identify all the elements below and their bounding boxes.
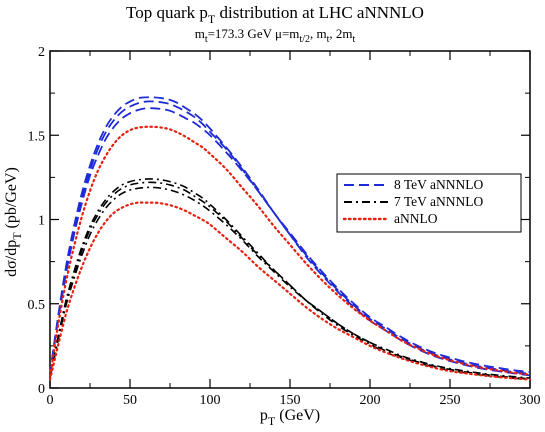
series-layer xyxy=(48,96,532,381)
series-line-dashed-2 xyxy=(49,107,531,375)
series-line-dashdot-5 xyxy=(49,186,531,379)
series-line-dashdot-4 xyxy=(49,181,531,380)
y-tick-label: 0 xyxy=(38,382,45,397)
x-tick-label: 200 xyxy=(360,393,381,408)
legend: 8 TeV aNNNLO 7 TeV aNNNLO aNNLO xyxy=(336,173,522,233)
chart-subtitle: mt=173.3 GeV μ=mt/2, mt, 2mt xyxy=(195,26,356,45)
y-axis-ticks: 0 0.5 1 1.5 2 xyxy=(28,45,530,397)
x-tick-label: 50 xyxy=(123,393,137,408)
legend-label-2: aNNLO xyxy=(394,211,438,226)
legend-label-1: 7 TeV aNNNLO xyxy=(394,194,484,209)
x-tick-label: 300 xyxy=(520,393,541,408)
series-line-dashed-1 xyxy=(49,100,531,375)
x-tick-label: 100 xyxy=(200,393,221,408)
y-tick-label: 0.5 xyxy=(28,298,46,313)
y-axis-label: dσ/dpT (pb/GeV) xyxy=(3,167,24,277)
x-tick-label: 0 xyxy=(47,393,54,408)
y-tick-label: 2 xyxy=(38,45,45,60)
x-axis-label: pT (GeV) xyxy=(260,407,320,428)
y-tick-label: 1.5 xyxy=(28,129,46,144)
x-tick-label: 150 xyxy=(280,393,301,408)
x-axis-ticks: 0 50 100 150 200 250 300 xyxy=(47,51,541,408)
y-tick-label: 1 xyxy=(38,214,45,229)
legend-label-0: 8 TeV aNNNLO xyxy=(394,177,484,192)
chart-title: Top quark pT distribution at LHC aNNNLO xyxy=(126,3,424,26)
series-line-dotted-6 xyxy=(48,125,532,378)
series-line-dashed-0 xyxy=(49,96,531,377)
x-tick-label: 250 xyxy=(440,393,461,408)
